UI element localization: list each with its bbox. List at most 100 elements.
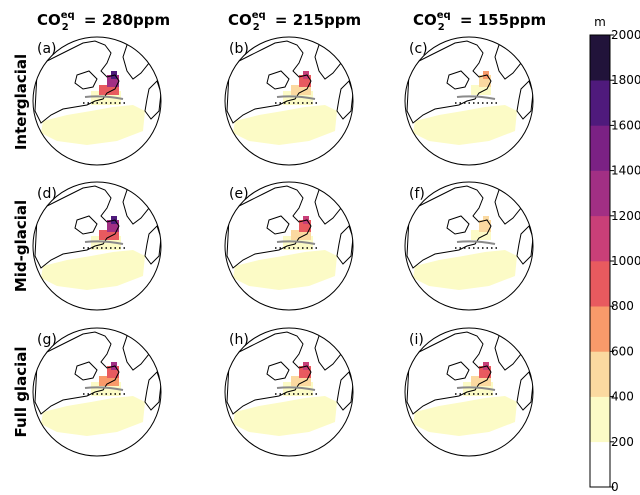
globe-outline <box>32 181 162 311</box>
colorbar-swatch <box>590 441 610 488</box>
coastline <box>446 70 470 90</box>
panel-label: (c) <box>409 41 428 57</box>
globe-outline <box>224 36 354 166</box>
coastline <box>34 185 120 269</box>
colorbar-swatch <box>590 215 610 262</box>
ice-thickness-cell <box>471 230 491 240</box>
column-titles: COeq 2 = 280ppm COeq 2 = 215ppm COeq 2 = 15… <box>37 10 546 33</box>
ice-thickness-cell <box>291 376 311 386</box>
margin-line <box>84 386 124 391</box>
ice-thickness-field <box>233 396 337 436</box>
coastline <box>266 70 290 90</box>
coastline <box>74 70 98 90</box>
margin-line <box>84 240 124 245</box>
column-title-3: COeq 2 = 155ppm <box>413 10 546 33</box>
coastline <box>266 215 290 235</box>
map-panels: (a) (b) (c) (d) (e) (f) (g) (h) (i) <box>32 36 534 457</box>
coastline <box>34 331 120 415</box>
panel-label: (d) <box>37 186 57 202</box>
globe-outline <box>404 36 534 166</box>
coastline <box>516 371 533 411</box>
ice-thickness-field <box>233 250 337 290</box>
panel-label: (f) <box>409 186 425 202</box>
margin-line <box>276 240 316 245</box>
margin-line <box>84 95 124 100</box>
colorbar-tick-label: 1800 <box>611 73 640 87</box>
ice-thickness-cell <box>291 230 311 240</box>
colorbar-tick-label: 1400 <box>611 164 640 178</box>
map-panel: (g) <box>32 327 162 457</box>
map-panel: (i) <box>404 327 534 457</box>
coastline <box>516 225 533 265</box>
ice-thickness-cell <box>471 376 491 386</box>
row-title-mid-glacial: Mid-glacial <box>12 200 30 292</box>
ice-thickness-field <box>413 105 517 145</box>
coastline <box>266 361 290 381</box>
ice-thickness-cell <box>291 85 311 95</box>
colorbar-swatch <box>590 261 610 307</box>
panel-label: (a) <box>37 41 57 57</box>
coastline <box>144 80 161 120</box>
row-title-interglacial: Interglacial <box>12 54 30 150</box>
colorbar-tick-label: 400 <box>611 390 634 404</box>
ice-thickness-field <box>41 105 145 145</box>
margin-line <box>456 95 496 100</box>
colorbar-tick-label: 200 <box>611 435 634 449</box>
coastline <box>406 40 492 124</box>
ice-thickness-field <box>413 250 517 290</box>
coastline <box>144 225 161 265</box>
globe-outline <box>404 181 534 311</box>
ice-thickness-cell <box>99 230 119 240</box>
coastline <box>74 361 98 381</box>
colorbar-unit: m <box>594 15 606 29</box>
panel-label: (h) <box>229 332 249 348</box>
colorbar-tick-label: 2000 <box>611 28 640 42</box>
colorbar-tick-label: 600 <box>611 344 634 358</box>
globe-outline <box>404 327 534 457</box>
column-title-2: COeq 2 = 215ppm <box>228 10 361 33</box>
map-panel: (a) <box>32 36 162 166</box>
coastline <box>336 80 353 120</box>
globe-outline <box>224 181 354 311</box>
coastline <box>406 331 492 415</box>
margin-line <box>456 386 496 391</box>
row-titles: Interglacial Mid-glacial Full glacial <box>12 54 30 438</box>
margin-line <box>456 240 496 245</box>
map-panel: (d) <box>32 181 162 311</box>
coastline <box>226 40 312 124</box>
ice-thickness-cell <box>471 85 491 95</box>
margin-line <box>276 386 316 391</box>
coastline <box>446 215 470 235</box>
panel-label: (e) <box>229 186 249 202</box>
panel-label: (g) <box>37 332 57 348</box>
ice-thickness-field <box>413 396 517 436</box>
coastline <box>226 185 312 269</box>
coastline <box>406 185 492 269</box>
panel-label: (b) <box>229 41 249 57</box>
colorbar-swatch <box>590 125 610 171</box>
ice-thickness-field <box>233 105 337 145</box>
ice-thickness-cell <box>99 85 119 95</box>
coastline <box>34 40 120 124</box>
coastline <box>144 371 161 411</box>
coastline <box>446 361 470 381</box>
coastline <box>226 331 312 415</box>
colorbar: m 0 200 400 600 800 1000 1200 1400 1600 1800 2000 <box>589 15 640 494</box>
map-panel: (h) <box>224 327 354 457</box>
colorbar-tick-label: 1000 <box>611 254 640 268</box>
colorbar-swatch <box>590 35 610 81</box>
coastline <box>74 215 98 235</box>
ice-thickness-field <box>41 250 145 290</box>
map-panel: (b) <box>224 36 354 166</box>
colorbar-swatch <box>590 80 610 126</box>
coastline <box>516 80 533 120</box>
globe-outline <box>32 327 162 457</box>
colorbar-tick-label: 0 <box>611 480 619 494</box>
colorbar-swatch <box>590 170 610 217</box>
coastline <box>336 371 353 411</box>
colorbar-tick-label: 1200 <box>611 209 640 223</box>
colorbar-tick-label: 1600 <box>611 118 640 132</box>
map-panel: (e) <box>224 181 354 311</box>
colorbar-swatch <box>590 306 610 352</box>
